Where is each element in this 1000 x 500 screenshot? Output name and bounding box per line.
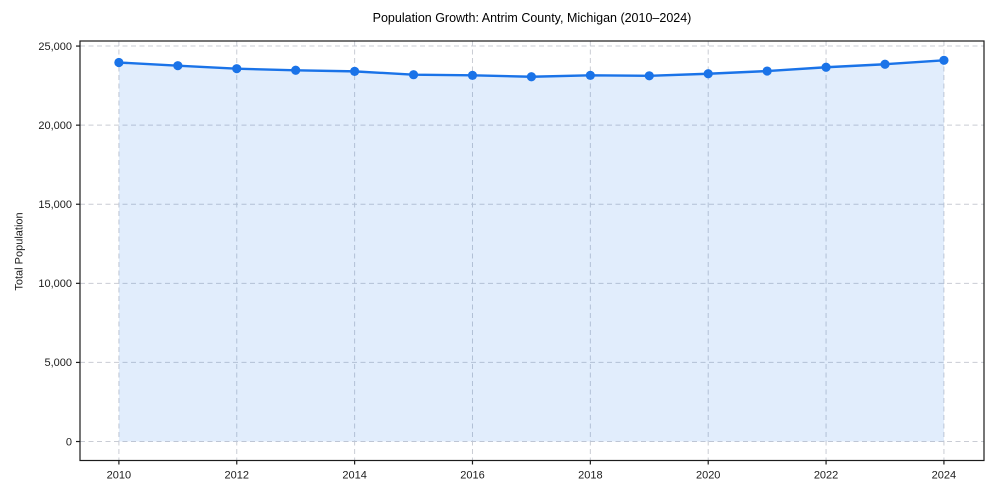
x-tick-label: 2018 <box>578 470 602 482</box>
x-tick-label: 2024 <box>932 470 956 482</box>
data-point-2017 <box>526 72 537 82</box>
data-point-2020 <box>703 69 713 79</box>
x-tick-label: 2010 <box>107 470 131 482</box>
y-tick-label: 25,000 <box>38 41 72 53</box>
y-tick-label: 10,000 <box>38 278 72 290</box>
y-tick-label: 15,000 <box>38 199 72 211</box>
x-tick-label: 2014 <box>342 470 366 482</box>
x-tick-label: 2016 <box>460 470 484 482</box>
y-tick-label: 5,000 <box>44 357 72 369</box>
data-point-2012 <box>232 64 242 74</box>
data-point-2022 <box>821 62 831 72</box>
data-point-2019 <box>644 71 654 81</box>
x-tick-label: 2012 <box>225 470 249 482</box>
data-point-2023 <box>880 59 890 69</box>
data-point-2015 <box>408 70 419 80</box>
area-fill <box>118 60 944 442</box>
plot-border <box>79 40 985 462</box>
y-tick-label: 0 <box>66 436 72 448</box>
data-point-2024 <box>939 55 949 65</box>
x-tick-label: 2020 <box>696 470 720 482</box>
data-point-2018 <box>585 70 595 80</box>
data-point-2013 <box>291 65 301 75</box>
data-point-2010 <box>114 57 124 68</box>
data-point-2014 <box>350 66 360 76</box>
chart-title: Population Growth: Antrim County, Michig… <box>372 11 692 25</box>
data-point-2011 <box>173 61 183 71</box>
data-point-2016 <box>467 70 478 80</box>
data-point-2021 <box>762 66 772 76</box>
y-tick-label: 20,000 <box>38 120 72 132</box>
x-tick-label: 2022 <box>814 470 838 482</box>
